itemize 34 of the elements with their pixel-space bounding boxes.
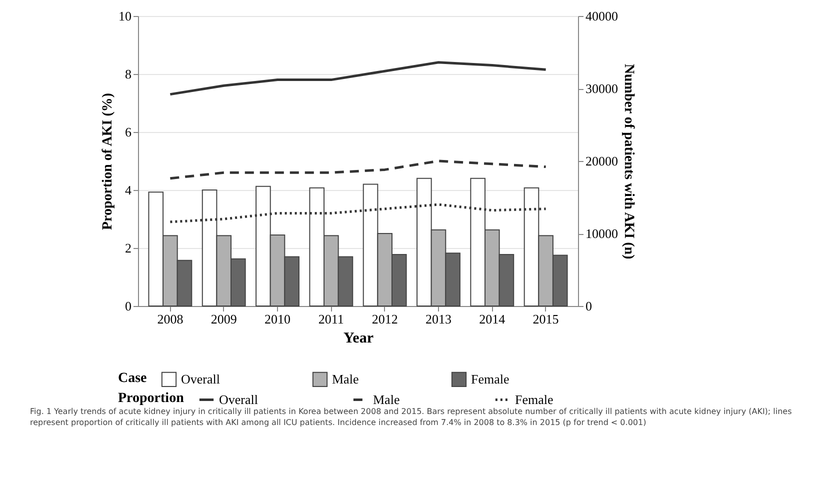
y-tick-label: 10 — [118, 8, 132, 24]
y2-tick-label: 20000 — [586, 154, 618, 168]
y2-axis-title: Number of patients with AKI (n) — [621, 64, 636, 260]
text: Proportion — [118, 391, 184, 406]
line-series — [168, 160, 548, 180]
line-series — [168, 203, 548, 224]
x-tick-label: 2011 — [318, 312, 344, 326]
x-tick-label: 2009 — [210, 312, 237, 326]
x-tick-label: 2013 — [425, 312, 452, 326]
y2-tick-label: 0 — [586, 298, 592, 314]
y2-tick-label: 10000 — [586, 226, 618, 241]
y2-tick-label: 30000 — [586, 81, 618, 96]
x-tick-label: 2010 — [264, 312, 291, 326]
x-axis-title: Year — [344, 330, 374, 346]
legend-label: Female — [515, 392, 554, 407]
y-axis-title: Proportion of AKI (%) — [100, 92, 116, 230]
legend-label: Male — [373, 392, 400, 407]
caption: Fig. 1 Yearly trends of acute kidney injury in critically ill patients in Korea between 2008 and 2015. Bars represent absolute number of critically ill patients with acute kidney injury (AKI); lines represent proportion of critically ill patients with AKI among all ICU patients. Incidence increased from 7.4% in 2008 to 8.3% in 2015 (p for trend < 0.001) — [30, 407, 793, 429]
x-tick-label: 2012 — [372, 312, 398, 326]
y-tick-label: 0 — [125, 298, 132, 314]
y-tick-label: 8 — [125, 66, 132, 82]
x-tick-label: 2008 — [157, 312, 184, 326]
legend-label: Female — [471, 371, 510, 386]
text: Case — [118, 371, 147, 386]
legend-label: Male — [332, 371, 359, 386]
x-tick-label: 2015 — [532, 312, 559, 326]
y-tick-label: 6 — [125, 124, 132, 140]
y-tick-label: 4 — [125, 182, 132, 198]
y-tick-label: 2 — [125, 240, 132, 256]
y2-tick-label: 40000 — [586, 8, 618, 24]
legend-label: Overall — [219, 392, 258, 407]
x-tick-label: 2014 — [479, 312, 506, 326]
legend-label: Overall — [181, 371, 220, 386]
line-series — [168, 61, 548, 96]
